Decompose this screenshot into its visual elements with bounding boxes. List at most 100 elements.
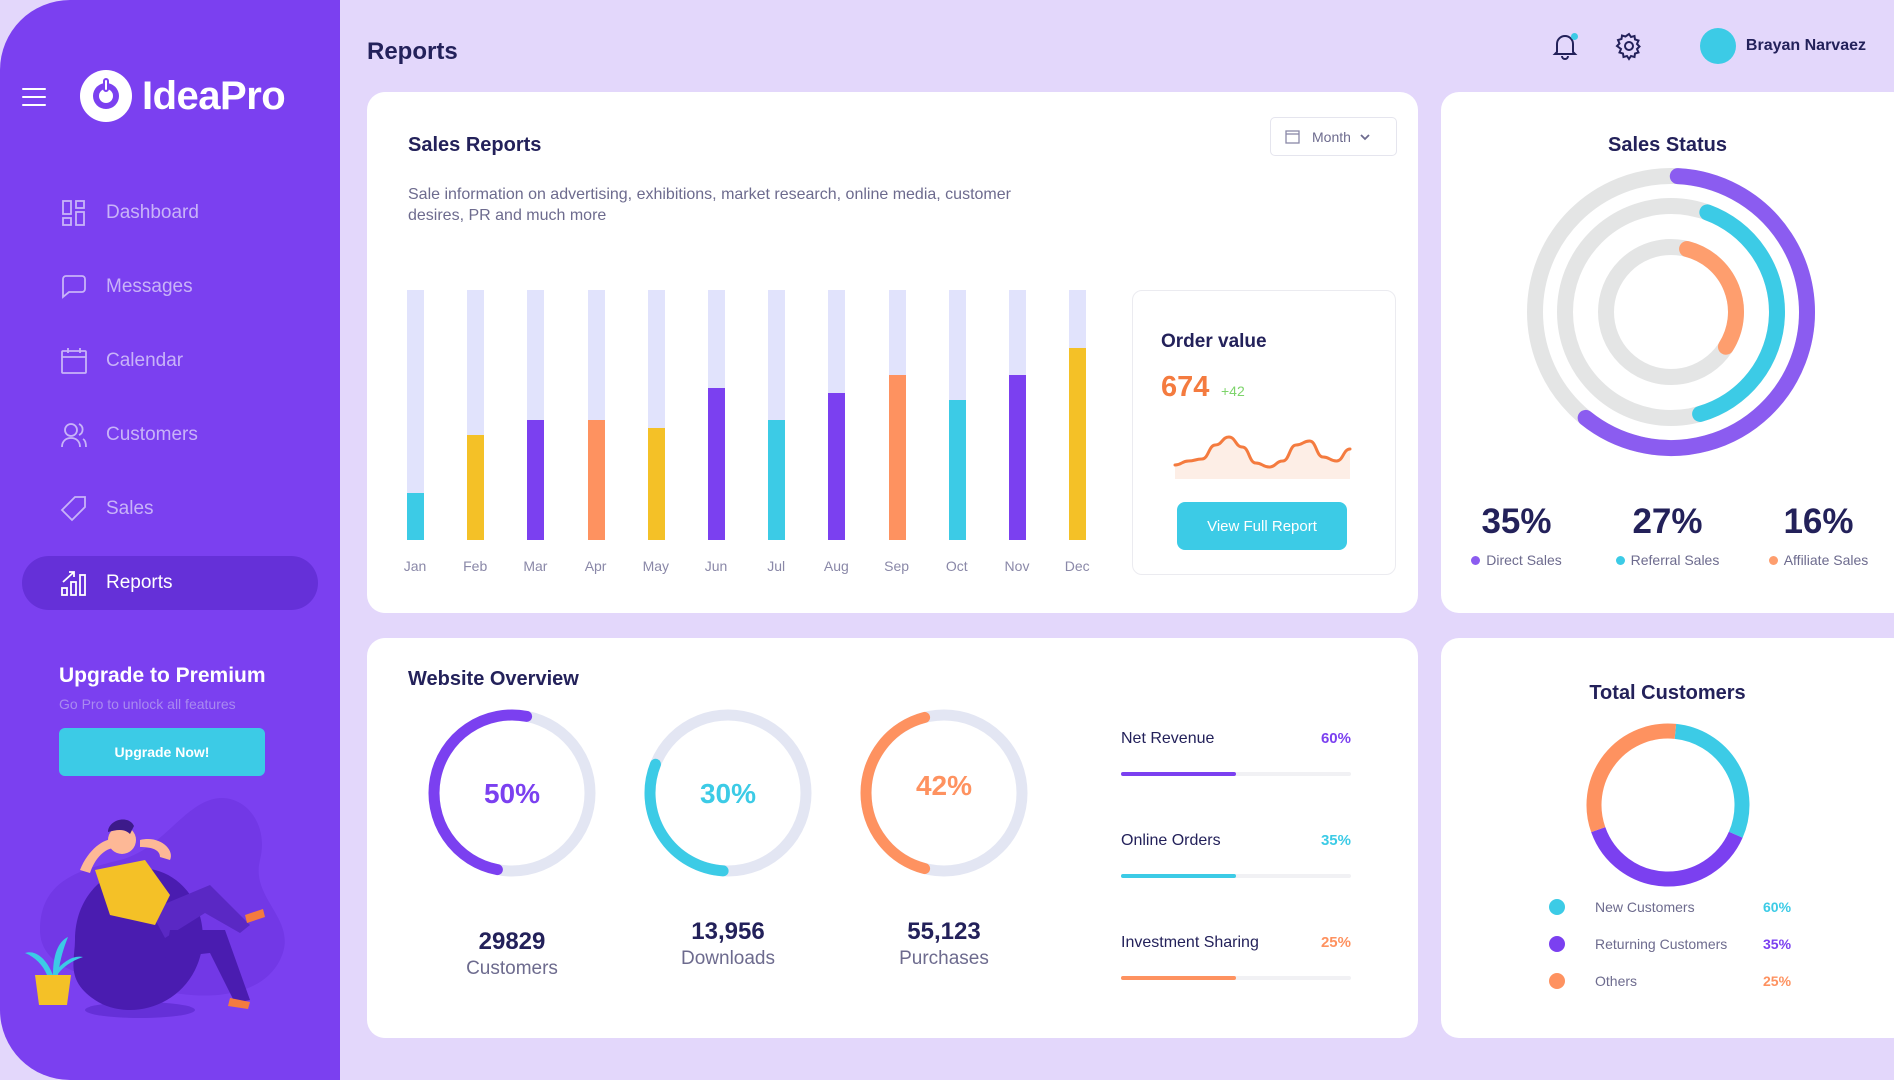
sidebar-item-customers[interactable]: Customers <box>22 408 318 462</box>
legend-label: Returning Customers <box>1595 935 1728 952</box>
progress-percent: 60% <box>1320 730 1351 747</box>
period-dropdown-value: Month <box>1312 128 1351 145</box>
gauge-customers: 50% 29829 Customers <box>427 708 597 979</box>
legend-dot <box>1549 972 1565 989</box>
order-value-panel: Order value 674 +42 View Full Report <box>1132 290 1396 575</box>
upgrade-title: Upgrade to Premium <box>59 664 266 687</box>
legend-dot <box>1549 898 1565 915</box>
gauge-label: Downloads <box>681 948 775 969</box>
bar-track <box>527 290 545 540</box>
bar-fill <box>527 420 545 540</box>
gauge-ring <box>644 709 812 877</box>
bar-fill <box>407 492 424 540</box>
settings-button[interactable] <box>1614 31 1644 61</box>
legend-percent: 60% <box>1763 898 1792 915</box>
legend-others: Others 25% <box>1549 962 1799 999</box>
upgrade-button[interactable]: Upgrade Now! <box>59 728 265 776</box>
sales-status-stats: 35% Direct Sales 27% Referral Sales 16% … <box>1441 502 1894 568</box>
bar-label: Jun <box>704 558 728 574</box>
progress-percent: 35% <box>1320 832 1351 849</box>
bar-label: Oct <box>945 558 968 574</box>
notification-badge <box>1570 33 1578 40</box>
legend-label: New Customers <box>1595 898 1695 915</box>
bar-fill <box>768 420 786 540</box>
stat-label: Direct Sales <box>1486 552 1562 568</box>
total-customers-title: Total Customers <box>1589 682 1746 704</box>
order-value-delta: +42 <box>1221 383 1245 399</box>
avatar[interactable] <box>1699 28 1736 64</box>
menu-toggle-icon[interactable] <box>22 88 46 108</box>
calendar-icon <box>61 348 87 374</box>
bar-fill <box>1069 347 1087 540</box>
sidebar-item-messages[interactable]: Messages <box>22 260 318 314</box>
bar-track <box>948 290 966 540</box>
bar-track <box>587 290 605 540</box>
sales-reports-description: Sale information on advertising, exhibit… <box>408 186 1011 224</box>
bar-track <box>1009 290 1026 540</box>
gauge-percent: 30% <box>699 778 757 809</box>
progress-track <box>1121 874 1351 878</box>
total-customers-legend: New Customers 60% Returning Customers 35% … <box>1549 888 1799 999</box>
gauge-percent: 50% <box>483 778 541 809</box>
gauge-arc <box>860 711 931 875</box>
gauge-number: 13,956 <box>691 918 765 945</box>
bar-fill <box>467 435 485 540</box>
progress-fill <box>1121 976 1236 980</box>
bar-track <box>467 290 485 540</box>
gauge-ring <box>860 709 1028 877</box>
website-overview-card: Website Overview 50% 29829 Customers 30%… <box>367 638 1418 1038</box>
progress-fill <box>1121 772 1236 776</box>
progress-track <box>1121 976 1351 980</box>
sparkline-area <box>1175 437 1350 479</box>
progress-online-orders: Online Orders 35% <box>1121 832 1351 878</box>
bar-label: Aug <box>823 558 849 574</box>
legend-dot <box>1471 555 1481 565</box>
logo[interactable]: IdeaPro <box>80 70 286 122</box>
stat-direct-sales: 35% Direct Sales <box>1441 502 1592 568</box>
stat-referral-sales: 27% Referral Sales <box>1592 502 1743 568</box>
tag-icon <box>60 496 86 522</box>
upgrade-subtitle: Go Pro to unlock all features <box>59 696 236 712</box>
stat-label: Referral Sales <box>1630 552 1720 568</box>
bar-label: Sep <box>884 558 910 574</box>
legend-label: Others <box>1595 972 1638 989</box>
bar-label: May <box>642 558 670 574</box>
bar-label: Mar <box>523 558 548 574</box>
progress-label: Online Orders <box>1121 832 1221 849</box>
message-icon <box>62 275 86 299</box>
bar-fill <box>587 420 605 540</box>
sidebar-item-calendar[interactable]: Calendar <box>22 334 318 388</box>
stat-affiliate-sales: 16% Affiliate Sales <box>1743 502 1894 568</box>
ring-arc-direct-sales <box>1577 168 1815 456</box>
progress-fill <box>1121 874 1236 878</box>
chart-icon <box>61 571 86 596</box>
gauge-number: 29829 <box>478 928 546 955</box>
donut-segment-new-customers <box>1674 723 1750 838</box>
bar-label: Nov <box>1004 558 1030 574</box>
overview-gauges: 50% 29829 Customers 30% 13,956 Downloads… <box>427 708 1075 979</box>
user-name[interactable]: Brayan Narvaez <box>1745 37 1866 54</box>
legend-dot <box>1615 555 1625 565</box>
sidebar-item-reports[interactable]: Reports <box>22 556 318 610</box>
sidebar-item-sales[interactable]: Sales <box>22 482 318 536</box>
bar-label: Jul <box>767 558 786 574</box>
order-value-sparkline <box>1173 435 1352 479</box>
page-title: Reports <box>367 38 458 65</box>
period-dropdown[interactable]: Month <box>1270 117 1397 156</box>
notifications-button[interactable] <box>1550 31 1580 61</box>
view-full-report-button[interactable]: View Full Report <box>1177 502 1347 550</box>
order-value-title: Order value <box>1161 331 1267 352</box>
sidebar-item-label: Calendar <box>106 350 184 371</box>
legend-returning-customers: Returning Customers 35% <box>1549 925 1799 962</box>
legend-percent: 25% <box>1763 972 1792 989</box>
sidebar-item-label: Sales <box>106 498 154 519</box>
users-icon <box>61 423 87 448</box>
logo-text: IdeaPro <box>142 73 286 118</box>
legend-percent: 35% <box>1763 935 1792 952</box>
progress-investment-sharing: Investment Sharing 25% <box>1121 934 1351 980</box>
progress-net-revenue: Net Revenue 60% <box>1121 730 1351 776</box>
gauge-percent: 42% <box>915 770 973 801</box>
sparkline-line <box>1173 435 1352 469</box>
gauge-arc <box>428 709 533 876</box>
sidebar-item-dashboard[interactable]: Dashboard <box>22 186 318 240</box>
